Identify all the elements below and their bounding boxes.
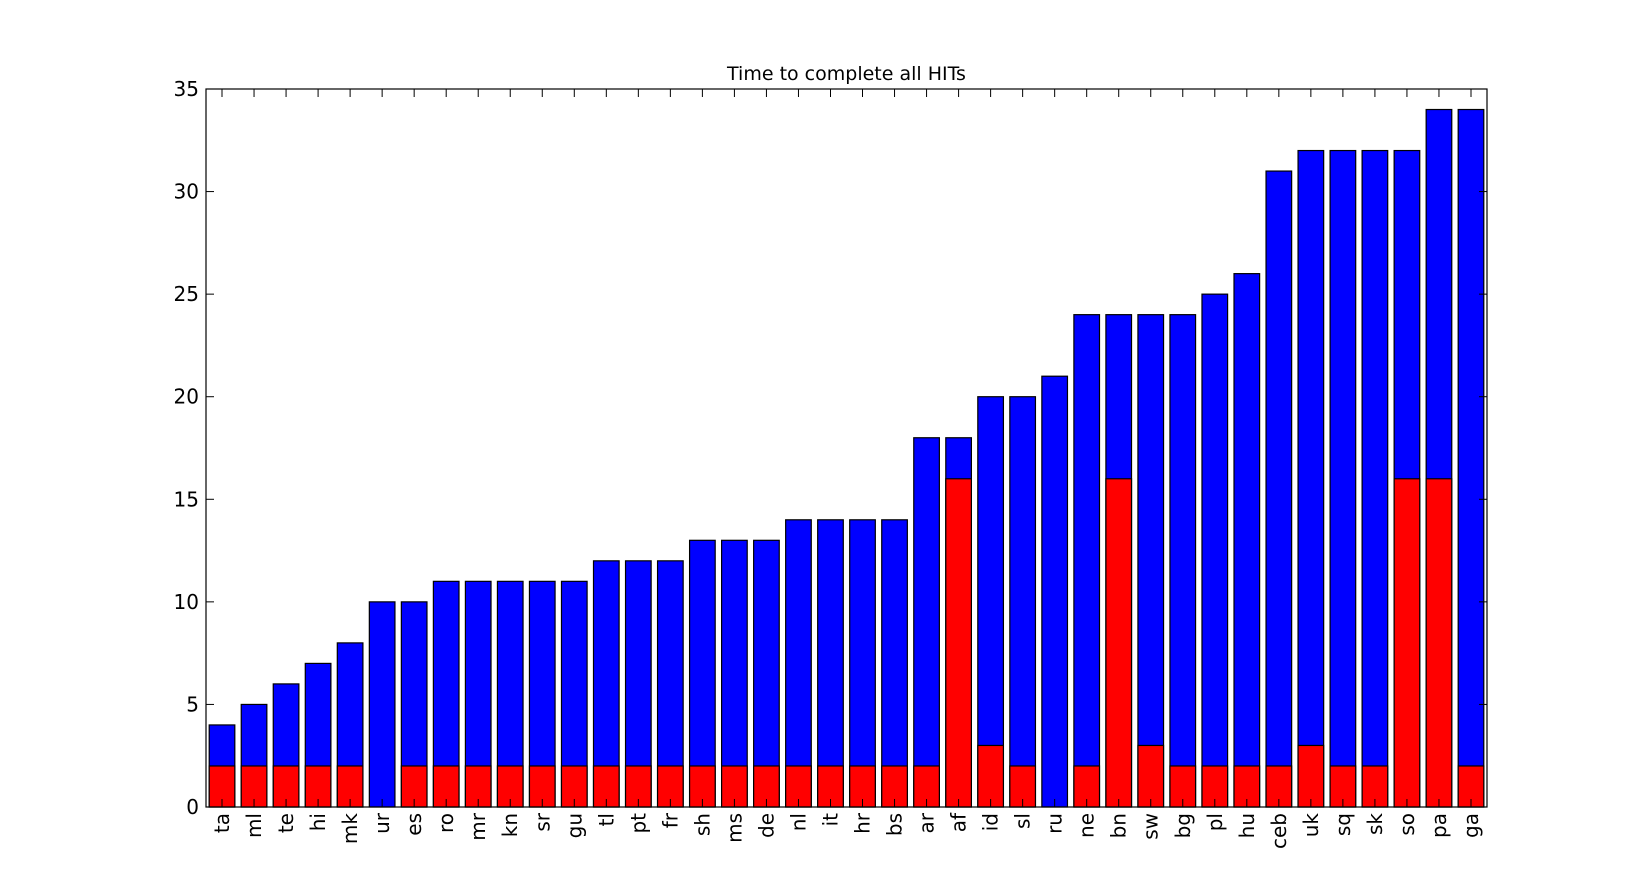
y-tick-label: 25 xyxy=(174,282,199,306)
bar-series-1-pa xyxy=(1425,478,1453,808)
x-tick-label-sl: sl xyxy=(1011,813,1035,829)
x-tick-label-uk: uk xyxy=(1299,813,1323,838)
x-tick-label-bn: bn xyxy=(1107,813,1131,838)
x-tick-label-ne: ne xyxy=(1075,813,1099,838)
bar-series-0-sl xyxy=(1009,396,1037,808)
bar-series-1-bn xyxy=(1105,478,1133,808)
bar-series-0-ceb xyxy=(1265,170,1293,808)
x-tick-label-sk: sk xyxy=(1363,813,1387,835)
bar-series-1-uk xyxy=(1297,744,1325,808)
bar-series-0-ga xyxy=(1457,108,1485,808)
x-tick-label-es: es xyxy=(402,813,426,836)
x-tick-label-af: af xyxy=(947,812,971,832)
y-tick-label: 10 xyxy=(174,590,199,614)
y-tick-label: 0 xyxy=(186,795,199,819)
x-tick-label-ur: ur xyxy=(370,812,394,834)
x-tick-label-sh: sh xyxy=(690,813,714,836)
bar-series-0-ar xyxy=(913,437,940,808)
x-tick-label-ta: ta xyxy=(210,813,234,833)
x-tick-label-ml: ml xyxy=(242,813,266,838)
x-tick-label-hu: hu xyxy=(1235,813,1259,838)
x-tick-label-ms: ms xyxy=(722,813,746,843)
bar-series-0-sk xyxy=(1361,149,1389,808)
x-tick-label-hr: hr xyxy=(851,812,875,834)
bar-series-0-ru xyxy=(1041,375,1069,808)
x-tick-label-hi: hi xyxy=(306,813,330,831)
y-tick-label: 20 xyxy=(174,385,199,409)
bar-series-0-hu xyxy=(1233,273,1261,808)
y-tick-label: 15 xyxy=(174,487,199,511)
bar-series-1-id xyxy=(977,744,1005,808)
x-tick-label-ceb: ceb xyxy=(1267,813,1291,849)
y-tick-label: 5 xyxy=(186,692,199,716)
bar-series-0-sq xyxy=(1329,149,1357,808)
x-tick-label-sq: sq xyxy=(1331,813,1355,836)
x-tick-label-ro: ro xyxy=(434,813,458,833)
x-tick-label-kn: kn xyxy=(498,813,522,837)
bar-series-1-sw xyxy=(1137,744,1165,808)
x-tick-label-it: it xyxy=(818,813,842,827)
x-tick-label-te: te xyxy=(274,813,298,833)
axis-layer: 0 5 10 15 20 25 30 35 ta ml te hi mk ur es ro mr kn sr gu tl… xyxy=(174,77,1488,849)
bar-series-0-hr xyxy=(849,519,876,808)
x-tick-label-fr: fr xyxy=(658,812,682,828)
bar-series-0-bg xyxy=(1169,314,1197,808)
plot-frame xyxy=(205,88,1488,808)
bar-series-0-id xyxy=(977,396,1005,808)
bar-series-0-bs xyxy=(881,519,908,808)
y-tick-label: 30 xyxy=(174,180,199,204)
x-tick-label-ga: ga xyxy=(1459,813,1483,838)
bar-series-0-nl xyxy=(785,519,812,808)
x-tick-label-bg: bg xyxy=(1171,813,1195,838)
bar-series-0-pl xyxy=(1201,293,1229,808)
bar-series-0-de xyxy=(753,539,780,808)
x-tick-label-pt: pt xyxy=(626,813,650,834)
x-tick-label-pa: pa xyxy=(1427,813,1451,838)
x-tick-label-sr: sr xyxy=(530,812,554,831)
x-tick-label-sw: sw xyxy=(1139,813,1163,840)
x-tick-label-mr: mr xyxy=(466,812,490,840)
x-tick-label-ar: ar xyxy=(915,812,939,833)
y-tick-label: 35 xyxy=(174,77,199,101)
bar-series-0-sw xyxy=(1137,314,1165,808)
x-tick-label-nl: nl xyxy=(786,813,810,831)
bar-series-1-sk xyxy=(1361,765,1389,808)
bar-series-1-ta xyxy=(208,765,236,808)
x-tick-label-ru: ru xyxy=(1043,813,1067,834)
x-tick-label-mk: mk xyxy=(338,813,362,844)
bar-series-0-ms xyxy=(720,539,748,808)
x-tick-label-gu: gu xyxy=(562,813,586,838)
x-tick-label-pl: pl xyxy=(1203,813,1227,831)
x-tick-label-bs: bs xyxy=(883,813,907,836)
bar-series-0-ur xyxy=(368,601,396,808)
x-tick-label-so: so xyxy=(1395,813,1419,836)
bar-series-0-it xyxy=(817,519,844,808)
bar-series-1-so xyxy=(1393,478,1421,808)
x-tick-label-id: id xyxy=(979,813,1003,831)
chart-title: Time to complete all HITs xyxy=(726,63,966,85)
bar-series-0-ne xyxy=(1073,314,1101,808)
bar-series-0-uk xyxy=(1297,149,1325,808)
x-tick-label-tl: tl xyxy=(594,813,618,826)
bars-layer xyxy=(208,108,1485,808)
bar-series-1-af xyxy=(945,478,973,808)
x-tick-label-de: de xyxy=(754,813,778,838)
